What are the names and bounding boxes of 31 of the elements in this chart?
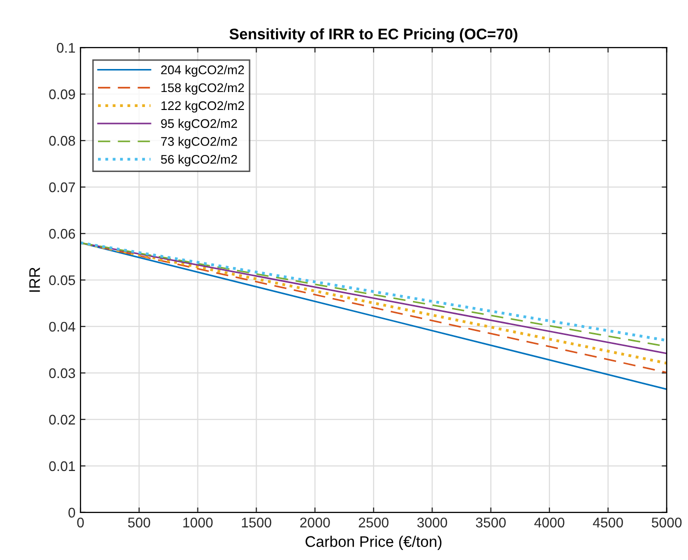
- y-tick-label: 0.08: [49, 136, 76, 146]
- y-tick-label: 0.02: [49, 414, 75, 425]
- y-tick-label: 0.07: [49, 182, 75, 192]
- x-tick-label: 3000: [417, 518, 448, 528]
- x-tick-label: 500: [128, 518, 150, 528]
- x-tick-label: 0: [77, 518, 84, 528]
- legend-label: 158 kgCO2/m2: [161, 83, 244, 95]
- y-tick-label: 0: [68, 508, 76, 518]
- legend-label: 56 kgCO2/m2: [160, 154, 237, 166]
- x-tick-label: 3500: [476, 518, 506, 528]
- y-tick-label: 0.05: [49, 275, 76, 286]
- x-tick-label: 1500: [242, 518, 272, 528]
- x-tick-label: 2500: [358, 518, 388, 528]
- y-tick-label: 0.1: [56, 42, 75, 53]
- y-tick-label: 0.06: [49, 228, 76, 239]
- x-tick-label: 4500: [592, 518, 623, 528]
- x-axis-title: Carbon Price (€/ton): [306, 536, 442, 550]
- x-tick-label: 5000: [652, 518, 682, 528]
- chart-title: Sensitivity of IRR to EC Pricing (OC=70): [230, 28, 518, 43]
- y-tick-label: 0.01: [49, 461, 75, 472]
- y-tick-label: 0.04: [49, 322, 76, 332]
- x-tick-label: 4000: [534, 518, 564, 528]
- y-axis-title: IRR: [29, 268, 40, 292]
- x-tick-label: 1000: [183, 518, 213, 528]
- x-tick-label: 2000: [300, 518, 330, 528]
- legend-label: 95 kgCO2/m2: [161, 118, 237, 130]
- y-tick-label: 0.03: [49, 368, 76, 378]
- y-tick-label: 0.09: [49, 89, 75, 100]
- legend-label: 73 kgCO2/m2: [161, 136, 237, 148]
- legend-label: 122 kgCO2/m2: [161, 100, 244, 113]
- legend-label: 204 kgCO2/m2: [161, 65, 244, 77]
